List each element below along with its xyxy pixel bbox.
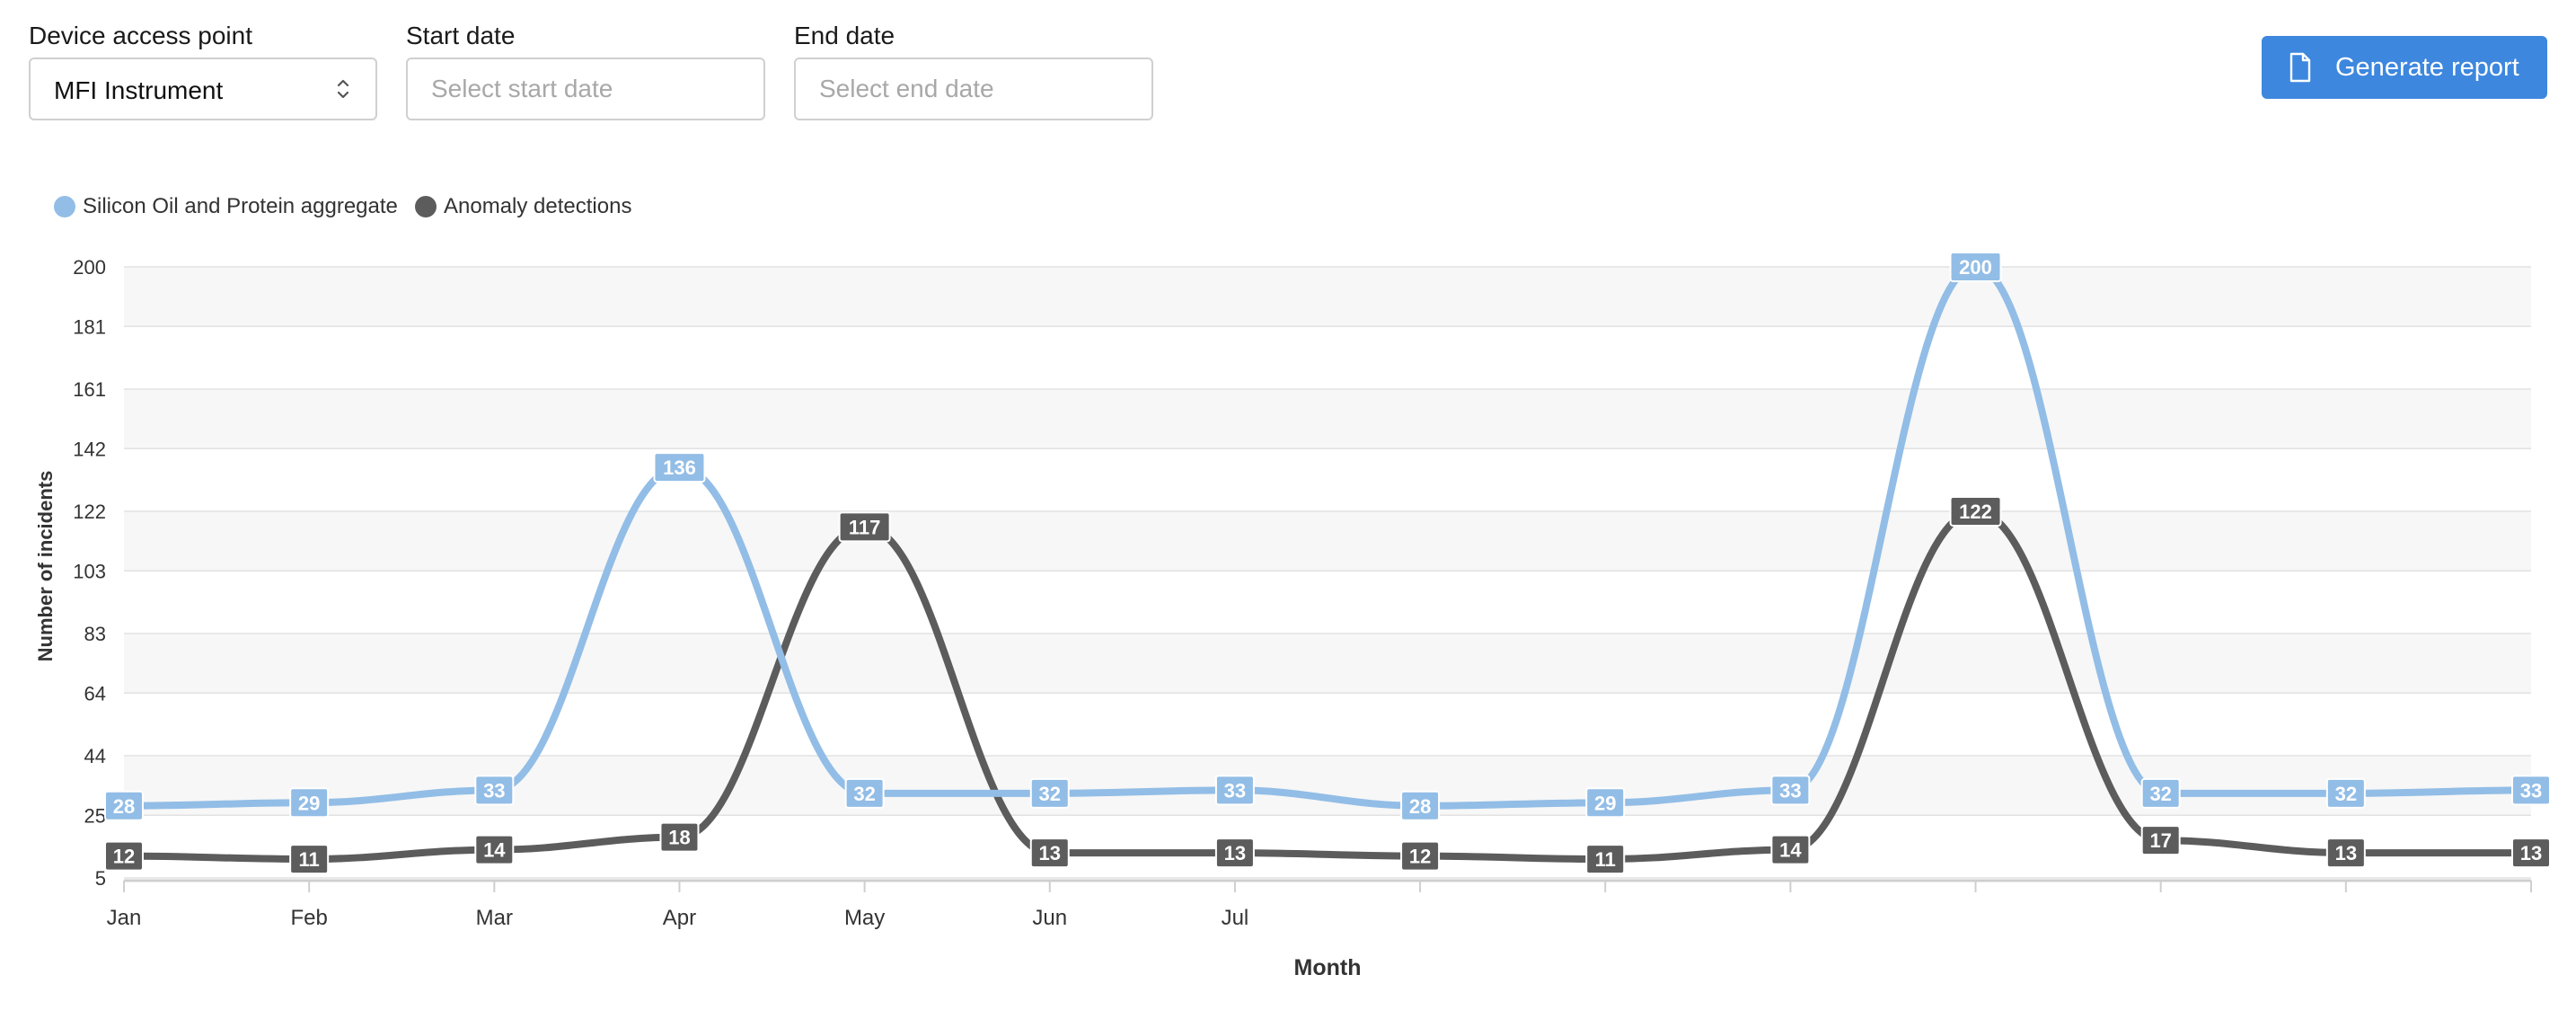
data-label-box-silicon [104, 790, 144, 821]
data-label-anomaly: 12 [113, 846, 135, 868]
grid-band [124, 634, 2531, 694]
data-label-silicon: 29 [298, 792, 320, 814]
end-date-input[interactable] [794, 58, 1153, 120]
x-tick-label: Jan [107, 906, 142, 930]
data-label-box-silicon [1214, 775, 1255, 806]
data-label-box-anomaly [2140, 825, 2181, 856]
data-label-anomaly: 122 [1959, 501, 1992, 523]
y-tick-label: 44 [84, 745, 106, 767]
y-tick-label: 142 [73, 438, 106, 460]
data-label-silicon: 32 [853, 783, 875, 805]
y-tick-label: 103 [73, 560, 106, 582]
data-label-box-anomaly [289, 844, 330, 875]
data-label-silicon: 33 [2520, 779, 2542, 802]
x-tick-label: Jul [1222, 906, 1249, 930]
data-label-silicon: 29 [1594, 792, 1616, 814]
data-label-silicon: 200 [1959, 256, 1992, 279]
series-line-anomaly [120, 507, 2535, 864]
data-label-box-anomaly [1214, 837, 1255, 869]
data-label-silicon: 28 [1409, 795, 1431, 818]
x-tick-label: Jun [1032, 906, 1067, 930]
data-label-anomaly: 13 [1039, 842, 1061, 864]
data-label-box-anomaly [474, 834, 515, 865]
data-label-box-anomaly [1585, 844, 1626, 875]
data-label-box-silicon [289, 787, 330, 819]
data-label-anomaly: 13 [1224, 842, 1246, 864]
data-label-box-anomaly [2511, 837, 2551, 869]
generate-report-label: Generate report [2335, 53, 2519, 82]
data-label-box-anomaly [1770, 834, 1811, 865]
y-tick-label: 161 [73, 378, 106, 401]
data-label-anomaly: 12 [1409, 846, 1431, 868]
document-icon [2289, 52, 2311, 83]
data-label-anomaly: 17 [2149, 829, 2171, 852]
chevron-up-down-icon [337, 79, 349, 99]
data-label-box-silicon [474, 775, 515, 806]
data-label-box-anomaly [659, 821, 700, 853]
grid-band [124, 511, 2531, 572]
data-label-silicon: 32 [1039, 783, 1061, 805]
data-label-anomaly: 11 [299, 848, 320, 871]
data-label-silicon: 28 [113, 795, 135, 818]
device-select-value: MFI Instrument [54, 76, 224, 104]
data-label-anomaly: 11 [1595, 848, 1616, 871]
y-tick-label: 83 [84, 623, 106, 645]
data-label-silicon: 136 [663, 456, 696, 479]
data-label-box-silicon [2511, 775, 2551, 806]
grid-band [124, 389, 2531, 449]
data-label-box-anomaly [104, 840, 144, 872]
generate-report-button[interactable]: Generate report [2262, 36, 2547, 99]
data-label-anomaly: 14 [1779, 839, 1802, 862]
data-label-box-anomaly [2325, 837, 2366, 869]
y-axis-title: Number of incidents [34, 471, 57, 662]
device-access-point-label: Device access point [29, 22, 253, 49]
legend-dot-anomaly [415, 196, 437, 217]
y-tick-label: 25 [84, 804, 106, 827]
x-axis-title: Month [1294, 955, 1362, 980]
legend-label-silicon: Silicon Oil and Protein aggregate [83, 194, 398, 218]
x-tick-label: May [844, 906, 885, 930]
data-label-anomaly: 13 [2520, 842, 2542, 864]
device-access-point-select[interactable]: MFI Instrument [29, 58, 377, 120]
data-label-box-anomaly [1949, 496, 2002, 527]
data-label-silicon: 33 [1224, 779, 1246, 802]
x-tick-label: Apr [663, 906, 696, 930]
data-label-box-silicon [1029, 777, 1070, 809]
data-label-silicon: 33 [483, 779, 505, 802]
series-line-silicon [120, 262, 2535, 810]
data-label-anomaly: 13 [2335, 842, 2357, 864]
data-label-box-silicon [653, 452, 706, 483]
y-tick-label: 200 [73, 256, 106, 279]
data-label-box-silicon [2140, 777, 2181, 809]
x-tick-label: Mar [476, 906, 513, 930]
data-label-box-silicon [1770, 775, 1811, 806]
data-label-box-silicon [844, 777, 885, 809]
data-label-silicon: 32 [2149, 783, 2171, 805]
data-label-silicon: 32 [2335, 783, 2357, 805]
legend-dot-silicon [54, 196, 75, 217]
data-label-anomaly: 117 [849, 516, 881, 538]
legend-label-anomaly: Anomaly detections [444, 194, 632, 218]
y-tick-label: 5 [95, 867, 106, 890]
data-label-box-silicon [1949, 252, 2002, 282]
data-label-box-silicon [1585, 787, 1626, 819]
x-tick-label: Feb [290, 906, 327, 930]
data-label-box-silicon [1400, 790, 1441, 821]
line-chart: 5 25 44 64 83 103 122 142 161 181 200 Jan Feb Mar Apr M… [34, 252, 2551, 980]
data-label-anomaly: 18 [668, 827, 690, 849]
y-tick-label: 64 [84, 682, 106, 705]
grid-band [124, 267, 2531, 327]
data-label-box-anomaly [838, 511, 891, 543]
y-tick-label: 122 [73, 501, 106, 523]
data-label-anomaly: 14 [483, 839, 506, 862]
start-date-label: Start date [406, 22, 516, 49]
data-label-box-silicon [2325, 777, 2366, 809]
end-date-label: End date [794, 22, 895, 49]
data-label-box-anomaly [1400, 840, 1441, 872]
y-tick-label: 181 [73, 315, 106, 338]
data-label-silicon: 33 [1779, 779, 1801, 802]
data-label-box-anomaly [1029, 837, 1070, 869]
start-date-input[interactable] [406, 58, 765, 120]
